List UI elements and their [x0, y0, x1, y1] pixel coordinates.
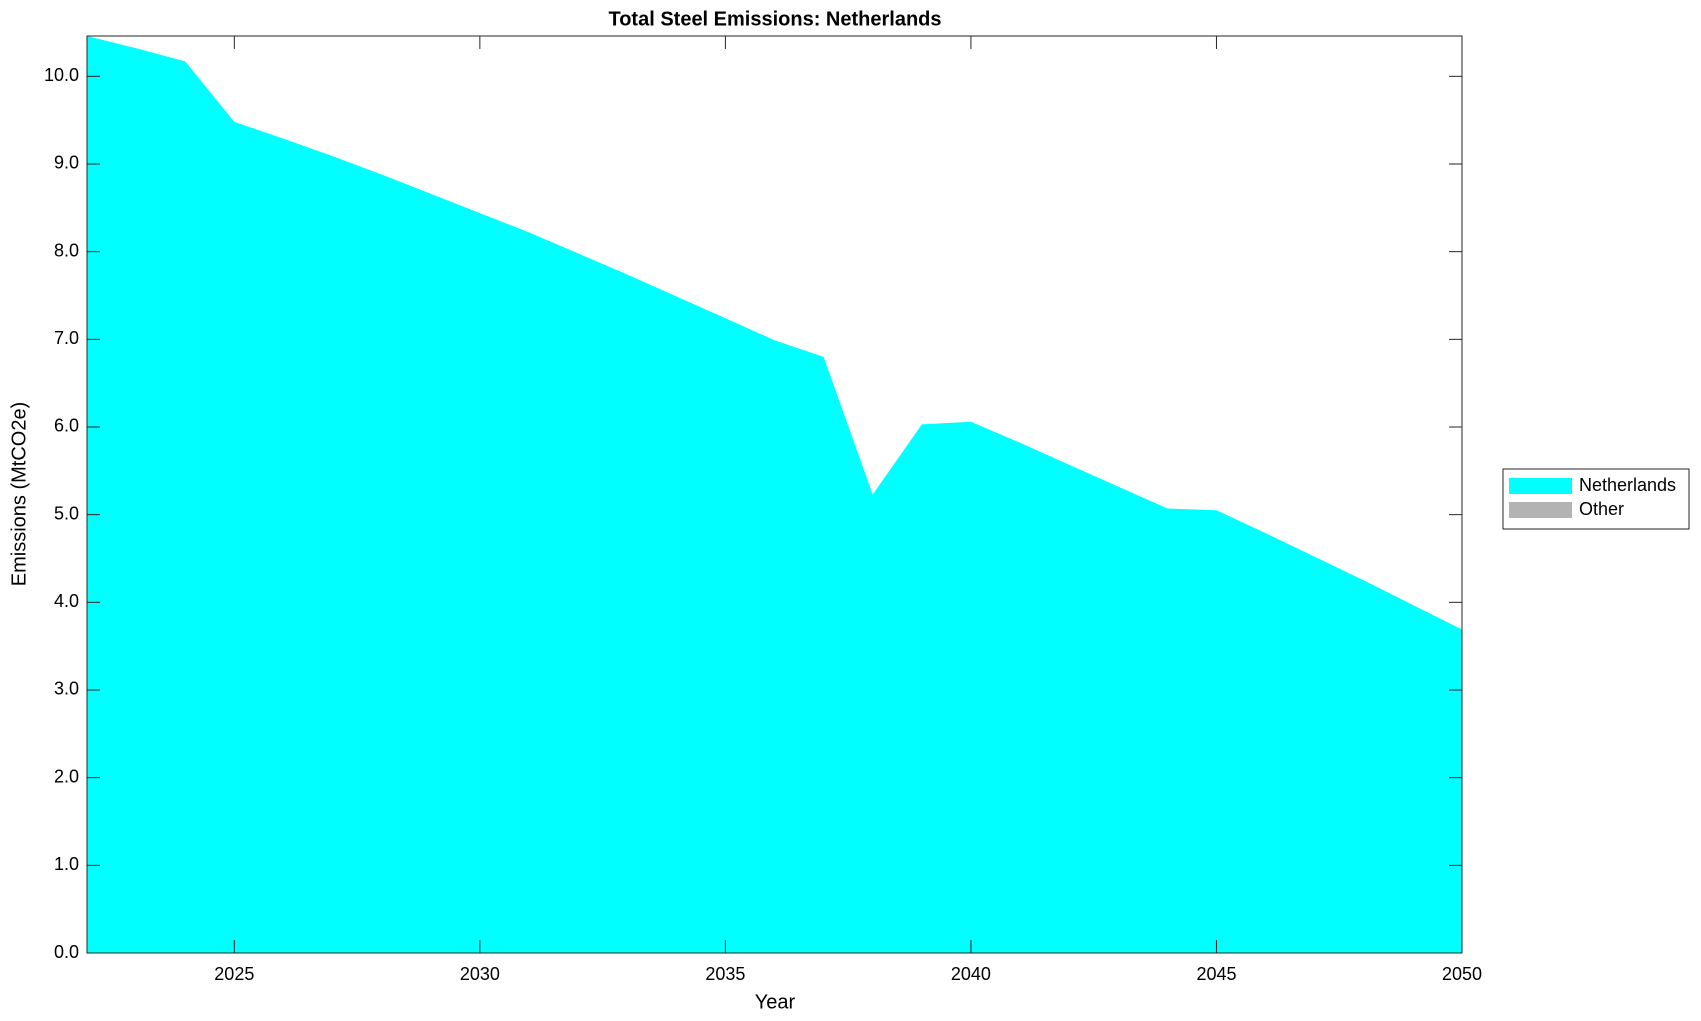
x-tick-label: 2030: [460, 964, 500, 984]
y-tick-label: 3.0: [54, 679, 79, 699]
x-axis-label: Year: [755, 991, 796, 1013]
legend-swatch: [1509, 502, 1572, 518]
y-tick-label: 6.0: [54, 416, 79, 436]
legend-label: Netherlands: [1579, 475, 1676, 495]
y-tick-label: 9.0: [54, 153, 79, 173]
y-axis-label: Emissions (MtCO2e): [8, 402, 30, 586]
y-tick-label: 1.0: [54, 854, 79, 874]
x-tick-label: 2040: [951, 964, 991, 984]
x-tick-label: 2050: [1442, 964, 1482, 984]
x-tick-label: 2025: [214, 964, 254, 984]
y-tick-label: 5.0: [54, 503, 79, 523]
legend-label: Other: [1579, 499, 1624, 519]
area: [87, 36, 1462, 953]
chart-title: Total Steel Emissions: Netherlands: [608, 8, 941, 30]
y-tick-label: 0.0: [54, 942, 79, 962]
legend-swatch: [1509, 478, 1572, 494]
plot-frame: [86, 35, 1463, 954]
y-tick-label: 10.0: [44, 65, 79, 85]
y-tick-label: 8.0: [54, 240, 79, 260]
y-tick-label: 7.0: [54, 328, 79, 348]
x-tick-label: 2045: [1196, 964, 1236, 984]
y-tick-label: 2.0: [54, 766, 79, 786]
y-tick-label: 4.0: [54, 591, 79, 611]
x-tick-label: 2035: [705, 964, 745, 984]
